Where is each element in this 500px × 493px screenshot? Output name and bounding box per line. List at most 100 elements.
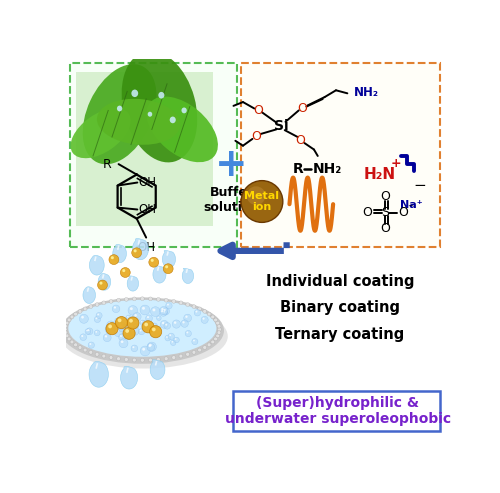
- Circle shape: [142, 348, 145, 351]
- Text: O: O: [297, 102, 306, 115]
- Circle shape: [88, 342, 94, 348]
- Circle shape: [140, 358, 144, 362]
- Circle shape: [216, 321, 220, 325]
- Text: OH: OH: [137, 241, 155, 253]
- Text: O: O: [380, 222, 390, 235]
- Circle shape: [165, 265, 168, 268]
- Circle shape: [128, 306, 138, 315]
- Circle shape: [106, 322, 118, 335]
- Polygon shape: [162, 250, 175, 268]
- Polygon shape: [90, 255, 104, 275]
- Polygon shape: [89, 361, 108, 387]
- Text: Metal: Metal: [244, 191, 280, 201]
- Circle shape: [65, 321, 69, 325]
- Circle shape: [246, 186, 266, 205]
- Text: Na⁺: Na⁺: [400, 200, 422, 210]
- Ellipse shape: [122, 51, 198, 162]
- Circle shape: [67, 318, 71, 322]
- Circle shape: [90, 343, 92, 345]
- Circle shape: [100, 282, 102, 284]
- Circle shape: [134, 324, 136, 326]
- Circle shape: [65, 334, 69, 338]
- Circle shape: [152, 309, 156, 312]
- Circle shape: [172, 341, 173, 343]
- Circle shape: [96, 317, 98, 319]
- Circle shape: [109, 355, 113, 359]
- Circle shape: [186, 316, 188, 318]
- Circle shape: [142, 321, 154, 333]
- Circle shape: [140, 330, 141, 331]
- Circle shape: [203, 310, 206, 313]
- Circle shape: [192, 339, 198, 345]
- Ellipse shape: [61, 297, 224, 364]
- Text: O: O: [380, 190, 390, 203]
- Circle shape: [140, 320, 145, 325]
- Circle shape: [116, 298, 120, 302]
- Circle shape: [149, 257, 158, 267]
- Circle shape: [217, 331, 221, 335]
- Circle shape: [167, 304, 169, 306]
- Circle shape: [114, 306, 116, 309]
- Circle shape: [201, 317, 208, 323]
- Text: R: R: [103, 158, 112, 171]
- Circle shape: [116, 329, 118, 332]
- Circle shape: [184, 314, 192, 322]
- Circle shape: [134, 314, 137, 317]
- Circle shape: [144, 322, 148, 326]
- Circle shape: [140, 305, 150, 315]
- Circle shape: [119, 339, 128, 348]
- Circle shape: [118, 324, 126, 332]
- Text: R: R: [293, 162, 304, 176]
- Circle shape: [162, 322, 164, 324]
- Circle shape: [78, 346, 82, 350]
- Circle shape: [109, 299, 113, 303]
- Circle shape: [112, 305, 120, 313]
- Circle shape: [64, 327, 67, 331]
- Circle shape: [160, 320, 168, 328]
- Circle shape: [211, 315, 214, 319]
- Circle shape: [186, 331, 188, 333]
- Circle shape: [164, 311, 165, 313]
- Circle shape: [150, 259, 154, 262]
- Circle shape: [118, 318, 122, 322]
- Circle shape: [216, 334, 220, 338]
- Circle shape: [148, 345, 151, 347]
- Circle shape: [207, 343, 211, 347]
- Circle shape: [131, 345, 138, 352]
- Circle shape: [168, 333, 174, 340]
- Circle shape: [86, 330, 88, 331]
- Circle shape: [198, 307, 202, 311]
- Circle shape: [120, 325, 122, 327]
- Circle shape: [98, 314, 99, 316]
- Circle shape: [158, 317, 159, 318]
- Text: S: S: [382, 206, 390, 219]
- Circle shape: [108, 322, 111, 325]
- Circle shape: [138, 328, 144, 335]
- Circle shape: [156, 316, 161, 320]
- Circle shape: [148, 297, 152, 301]
- Circle shape: [141, 321, 142, 322]
- Circle shape: [193, 340, 195, 342]
- Circle shape: [207, 312, 211, 316]
- Text: NH₂: NH₂: [354, 86, 379, 99]
- Circle shape: [132, 297, 136, 301]
- Text: NH₂: NH₂: [312, 162, 342, 176]
- Ellipse shape: [170, 116, 176, 123]
- Circle shape: [124, 297, 128, 301]
- Circle shape: [116, 357, 120, 360]
- Circle shape: [80, 315, 88, 323]
- Circle shape: [134, 323, 138, 329]
- Polygon shape: [153, 266, 166, 283]
- Text: (Super)hydrophilic &
underwater superoleophobic: (Super)hydrophilic & underwater superole…: [225, 396, 451, 426]
- Ellipse shape: [82, 64, 156, 164]
- Circle shape: [142, 323, 150, 331]
- Circle shape: [162, 310, 168, 315]
- Circle shape: [74, 343, 78, 347]
- Circle shape: [192, 351, 196, 354]
- Circle shape: [152, 323, 158, 328]
- Circle shape: [64, 331, 68, 335]
- Circle shape: [203, 346, 206, 350]
- FancyBboxPatch shape: [234, 391, 440, 431]
- Circle shape: [126, 329, 129, 333]
- Circle shape: [181, 320, 188, 327]
